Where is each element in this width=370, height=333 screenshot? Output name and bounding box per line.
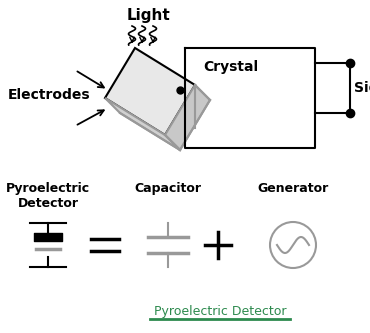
Polygon shape — [105, 48, 195, 135]
Text: Generator: Generator — [258, 182, 329, 195]
Text: Crystal: Crystal — [203, 60, 258, 74]
Text: Electrodes: Electrodes — [8, 88, 91, 102]
Text: Light: Light — [126, 8, 170, 23]
Text: Capacitor: Capacitor — [135, 182, 202, 195]
Polygon shape — [165, 85, 210, 150]
Text: Pyroelectric Detector: Pyroelectric Detector — [154, 305, 286, 318]
Text: Pyroelectric
Detector: Pyroelectric Detector — [6, 182, 90, 210]
Text: Signal: Signal — [354, 81, 370, 95]
Polygon shape — [105, 98, 180, 150]
